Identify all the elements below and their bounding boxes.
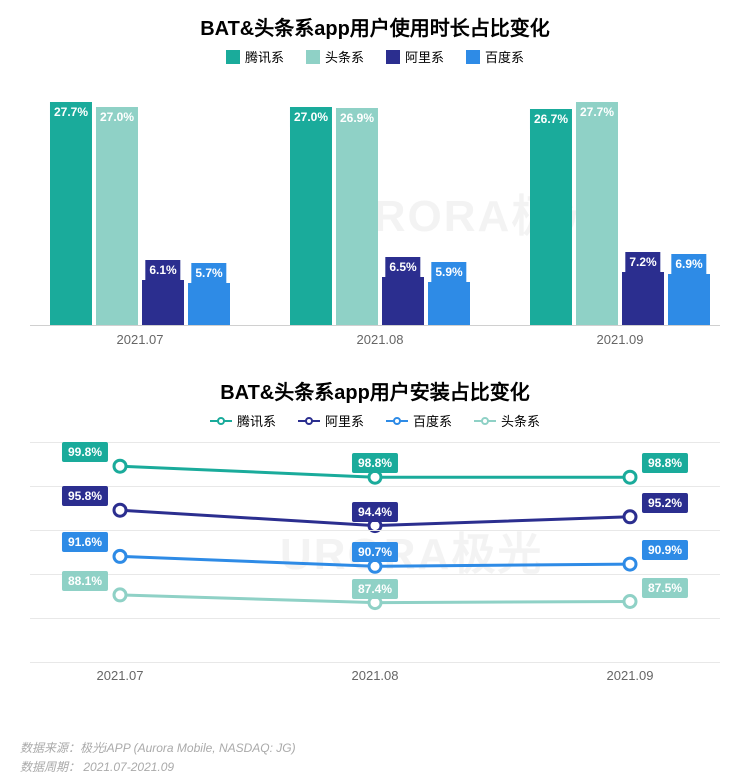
legend-label: 头条系 [325, 47, 364, 66]
point-value-label: 98.8% [352, 453, 398, 473]
legend-label: 阿里系 [325, 411, 364, 430]
bar-value-label: 26.9% [336, 108, 378, 128]
bar-value-label: 7.2% [625, 252, 660, 272]
point-value-label: 98.8% [642, 453, 688, 473]
line-marker [114, 550, 126, 562]
legend-label: 腾讯系 [237, 411, 276, 430]
line-marker [114, 504, 126, 516]
line-marker [114, 589, 126, 601]
bar: 5.9% [428, 282, 470, 325]
chart2-plot-area: 99.8% 98.8% 98.8% 95.8% 94.4% 95.2% 91.6% 90.7%… [30, 442, 720, 662]
line-marker [624, 471, 636, 483]
bar-value-label: 27.7% [50, 102, 92, 122]
chart1-x-axis: 2021.07 2021.08 2021.09 [30, 332, 720, 352]
x-axis-label: 2021.07 [40, 332, 240, 347]
point-value-label: 95.8% [62, 486, 108, 506]
legend-label: 阿里系 [405, 47, 444, 66]
bar: 6.1% [142, 280, 184, 325]
line-marker [624, 596, 636, 608]
bar-value-label: 6.5% [385, 257, 420, 277]
legend-item: 百度系 [386, 411, 452, 430]
legend-label: 头条系 [501, 411, 540, 430]
legend-swatch [306, 50, 320, 64]
point-value-label: 91.6% [62, 532, 108, 552]
legend-item: 阿里系 [386, 47, 444, 66]
bar-value-label: 6.1% [145, 260, 180, 280]
chart1-title: BAT&头条系app用户使用时长占比变化 [0, 0, 750, 41]
source-label: 数据来源： [20, 741, 80, 755]
bar: 26.9% [336, 128, 378, 325]
bar: 27.7% [50, 122, 92, 325]
chart1-legend: 腾讯系 头条系 阿里系 百度系 [0, 47, 750, 66]
legend-swatch [386, 415, 408, 427]
bar: 6.9% [668, 274, 710, 325]
legend-item: 阿里系 [298, 411, 364, 430]
x-axis-label: 2021.09 [520, 332, 720, 347]
bar: 26.7% [530, 129, 572, 325]
legend-item: 头条系 [474, 411, 540, 430]
legend-label: 腾讯系 [245, 47, 284, 66]
chart2-x-axis: 2021.072021.082021.09 [30, 668, 720, 688]
x-axis-label: 2021.08 [275, 668, 475, 683]
legend-swatch [298, 415, 320, 427]
legend-swatch [226, 50, 240, 64]
point-value-label: 95.2% [642, 493, 688, 513]
period-label: 数据周期： [20, 760, 80, 774]
chart2-title: BAT&头条系app用户安装占比变化 [0, 370, 750, 405]
bar-value-label: 27.0% [96, 107, 138, 127]
bar-group: 26.7%27.7%7.2%6.9% [520, 122, 720, 325]
x-axis-label: 2021.07 [20, 668, 220, 683]
x-axis-label: 2021.08 [280, 332, 480, 347]
bar-value-label: 5.9% [431, 262, 466, 282]
legend-swatch [386, 50, 400, 64]
bar-value-label: 5.7% [191, 263, 226, 283]
bar: 27.0% [290, 127, 332, 325]
line-chart: BAT&头条系app用户安装占比变化 腾讯系 阿里系 百度系 头条系 99.8% 98.… [0, 370, 750, 720]
legend-item: 腾讯系 [210, 411, 276, 430]
chart2-legend: 腾讯系 阿里系 百度系 头条系 [0, 411, 750, 430]
bar-value-label: 27.0% [290, 107, 332, 127]
point-value-label: 87.5% [642, 578, 688, 598]
legend-item: 腾讯系 [226, 47, 284, 66]
line-marker [624, 511, 636, 523]
legend-swatch [466, 50, 480, 64]
bar-value-label: 6.9% [671, 254, 706, 274]
point-value-label: 99.8% [62, 442, 108, 462]
legend-swatch [474, 415, 496, 427]
bar-value-label: 27.7% [576, 102, 618, 122]
source-value: 极光iAPP (Aurora Mobile, NASDAQ: JG) [80, 741, 296, 755]
point-value-label: 90.7% [352, 542, 398, 562]
bar: 7.2% [622, 272, 664, 325]
footer-attribution: 数据来源：极光iAPP (Aurora Mobile, NASDAQ: JG) … [20, 739, 296, 777]
point-value-label: 90.9% [642, 540, 688, 560]
period-value: 2021.07-2021.09 [80, 760, 174, 774]
point-value-label: 87.4% [352, 579, 398, 599]
bar: 27.0% [96, 127, 138, 325]
point-value-label: 88.1% [62, 571, 108, 591]
legend-label: 百度系 [485, 47, 524, 66]
line-marker [624, 558, 636, 570]
bar-group: 27.7%27.0%6.1%5.7% [40, 122, 240, 325]
bar-value-label: 26.7% [530, 109, 572, 129]
chart1-plot-area: 27.7%27.0%6.1%5.7%27.0%26.9%6.5%5.9%26.7… [30, 106, 720, 326]
bar-chart: BAT&头条系app用户使用时长占比变化 腾讯系头条系阿里系百度系 27.7%2… [0, 0, 750, 360]
x-axis-label: 2021.09 [530, 668, 730, 683]
bar-group: 27.0%26.9%6.5%5.9% [280, 127, 480, 325]
bar: 6.5% [382, 277, 424, 325]
bar: 5.7% [188, 283, 230, 325]
legend-swatch [210, 415, 232, 427]
line-marker [114, 460, 126, 472]
bar: 27.7% [576, 122, 618, 325]
legend-label: 百度系 [413, 411, 452, 430]
legend-item: 头条系 [306, 47, 364, 66]
point-value-label: 94.4% [352, 502, 398, 522]
legend-item: 百度系 [466, 47, 524, 66]
